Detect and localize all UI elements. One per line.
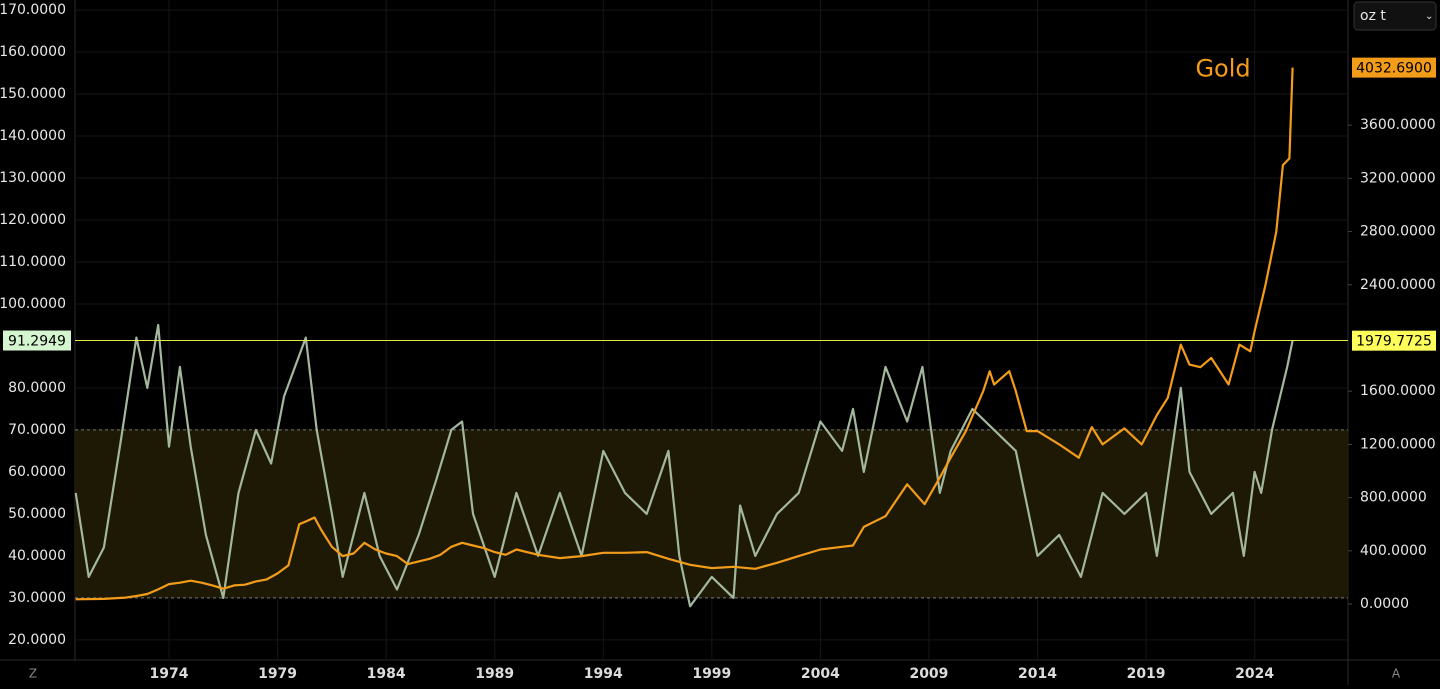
y2-tick-label: 1200.0000	[1360, 436, 1436, 452]
y-tick-label: 170.0000	[0, 2, 66, 18]
y-tick-label: 150.0000	[0, 86, 66, 102]
y-tick-label: 50.0000	[8, 506, 66, 522]
x-tick-label: 1974	[150, 666, 189, 682]
y2-tick-label: 3600.0000	[1360, 117, 1436, 133]
y-tick-label: 140.0000	[0, 128, 66, 144]
x-tick-label: 2024	[1235, 666, 1274, 682]
unit-selector-label[interactable]: oz t	[1360, 8, 1386, 24]
reference-label-box	[3, 330, 71, 351]
reference-y2-label-box	[1352, 330, 1436, 351]
y2-tick-label: 1600.0000	[1360, 383, 1436, 399]
x-tick-label: 1989	[475, 666, 514, 682]
y2-tick-label: 400.0000	[1360, 543, 1427, 559]
y-tick-label: 80.0000	[8, 380, 66, 396]
band	[75, 429, 1348, 598]
x-tick-label: 2004	[801, 666, 840, 682]
x-tick-label: 2009	[909, 666, 948, 682]
y-tick-label: 40.0000	[8, 548, 66, 564]
x-tick-label: 1984	[367, 666, 406, 682]
dropdown-caret[interactable]: ⌄	[1425, 11, 1433, 22]
reference-y2-label: 1979.7725	[1356, 334, 1432, 350]
y2-tick-label: 3200.0000	[1360, 170, 1436, 186]
y-tick-label: 20.0000	[8, 632, 66, 648]
scale-button[interactable]: Z	[29, 667, 37, 681]
last-value-label: 4032.6900	[1356, 61, 1432, 77]
y-tick-label: 130.0000	[0, 170, 66, 186]
y-tick-label: 70.0000	[8, 422, 66, 438]
y-tick-label: 60.0000	[8, 464, 66, 480]
y-tick-label: 30.0000	[8, 590, 66, 606]
y-tick-label: 160.0000	[0, 44, 66, 60]
x-tick-label: 1994	[584, 666, 623, 682]
x-tick-label: 1979	[258, 666, 297, 682]
y2-tick-label: 2400.0000	[1360, 277, 1436, 293]
reference-label: 91.2949	[8, 334, 66, 350]
y2-tick-label: 800.0000	[1360, 490, 1427, 506]
y-tick-label: 110.0000	[0, 254, 66, 270]
y2-tick-label: 0.0000	[1360, 596, 1409, 612]
unit-selector[interactable]	[1353, 1, 1437, 31]
last-value-box	[1352, 57, 1436, 78]
scale-button[interactable]: A	[1392, 667, 1401, 681]
x-tick-label: 1999	[692, 666, 731, 682]
series-line	[75, 67, 1294, 601]
series-name: Gold	[1195, 55, 1250, 83]
y2-tick-label: 2800.0000	[1360, 224, 1436, 240]
x-tick-label: 2014	[1018, 666, 1057, 682]
y-tick-label: 120.0000	[0, 212, 66, 228]
x-tick-label: 2019	[1127, 666, 1166, 682]
series-line	[74, 323, 1294, 608]
y-tick-label: 100.0000	[0, 296, 66, 312]
